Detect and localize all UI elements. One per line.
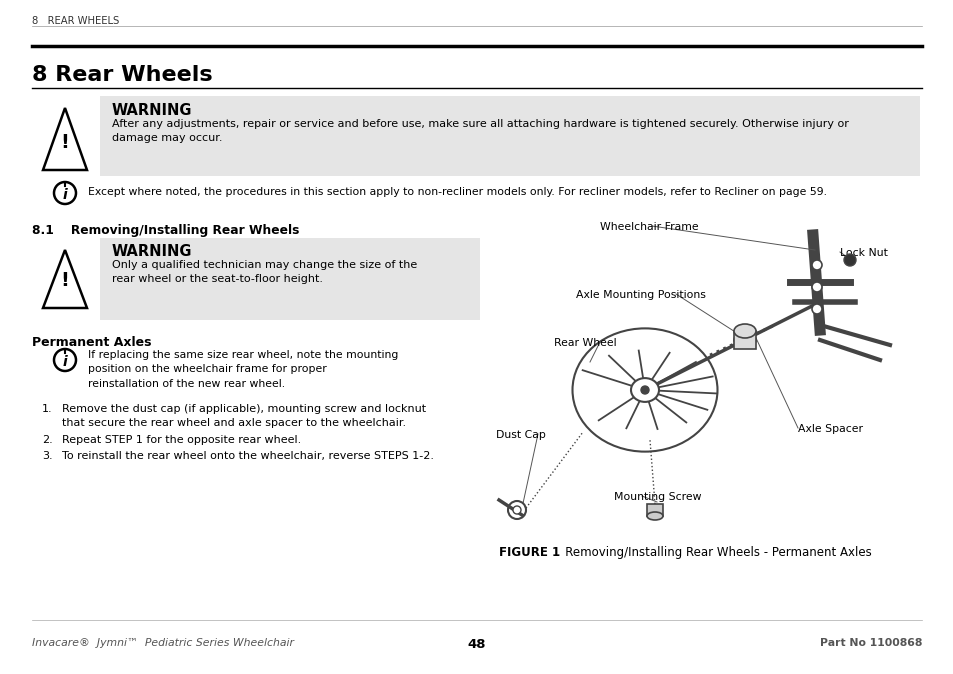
Text: i: i	[63, 188, 68, 202]
Ellipse shape	[733, 333, 755, 347]
Ellipse shape	[630, 378, 659, 402]
Text: Axle Spacer: Axle Spacer	[797, 424, 862, 434]
Bar	[100, 238, 479, 320]
Text: Rear Wheel: Rear Wheel	[554, 338, 616, 348]
Polygon shape	[43, 108, 87, 170]
Text: i: i	[63, 355, 68, 369]
Text: WARNING: WARNING	[112, 103, 193, 118]
Text: To reinstall the rear wheel onto the wheelchair, reverse STEPS 1-2.: To reinstall the rear wheel onto the whe…	[62, 451, 434, 461]
Circle shape	[843, 254, 855, 266]
Text: !: !	[60, 272, 70, 290]
Text: 8   REAR WHEELS: 8 REAR WHEELS	[32, 16, 119, 26]
Ellipse shape	[646, 512, 662, 520]
Text: WARNING: WARNING	[112, 244, 193, 259]
Text: Only a qualified technician may change the size of the
rear wheel or the seat-to: Only a qualified technician may change t…	[112, 260, 416, 284]
Circle shape	[54, 349, 76, 371]
Text: If replacing the same size rear wheel, note the mounting
position on the wheelch: If replacing the same size rear wheel, n…	[88, 350, 398, 389]
Circle shape	[54, 182, 76, 204]
Text: Wheelchair Frame: Wheelchair Frame	[599, 222, 698, 232]
Circle shape	[507, 501, 525, 519]
Text: Remove the dust cap (if applicable), mounting screw and locknut
that secure the : Remove the dust cap (if applicable), mou…	[62, 404, 426, 428]
Text: 8 Rear Wheels: 8 Rear Wheels	[32, 65, 213, 85]
Text: 2.: 2.	[42, 435, 52, 445]
Circle shape	[811, 282, 821, 292]
Ellipse shape	[733, 324, 755, 338]
Bar	[100, 96, 919, 176]
Circle shape	[811, 304, 821, 314]
Text: Dust Cap: Dust Cap	[496, 430, 545, 440]
Text: FIGURE 1: FIGURE 1	[498, 546, 559, 559]
Text: Invacare®  Jymni™  Pediatric Series Wheelchair: Invacare® Jymni™ Pediatric Series Wheelc…	[32, 638, 294, 648]
Text: Removing/Installing Rear Wheels - Permanent Axles: Removing/Installing Rear Wheels - Perman…	[554, 546, 871, 559]
Circle shape	[640, 386, 648, 394]
Text: After any adjustments, repair or service and before use, make sure all attaching: After any adjustments, repair or service…	[112, 119, 848, 144]
Text: Part No 1100868: Part No 1100868	[819, 638, 921, 648]
Text: Lock Nut: Lock Nut	[840, 248, 887, 258]
Text: 1.: 1.	[42, 404, 52, 414]
Text: Except where noted, the procedures in this section apply to non-recliner models : Except where noted, the procedures in th…	[88, 187, 826, 197]
Bar	[733, 331, 755, 349]
Text: 48: 48	[467, 638, 486, 651]
Circle shape	[811, 260, 821, 270]
Bar	[646, 504, 662, 516]
Circle shape	[513, 506, 520, 514]
Text: Permanent Axles: Permanent Axles	[32, 336, 152, 349]
Polygon shape	[43, 250, 87, 308]
Text: Mounting Screw: Mounting Screw	[614, 492, 700, 502]
Text: Repeat STEP 1 for the opposite rear wheel.: Repeat STEP 1 for the opposite rear whee…	[62, 435, 301, 445]
Text: Axle Mounting Positions: Axle Mounting Positions	[576, 290, 705, 300]
Text: 8.1    Removing/Installing Rear Wheels: 8.1 Removing/Installing Rear Wheels	[32, 224, 299, 237]
Text: 3.: 3.	[42, 451, 52, 461]
Text: !: !	[60, 133, 70, 152]
